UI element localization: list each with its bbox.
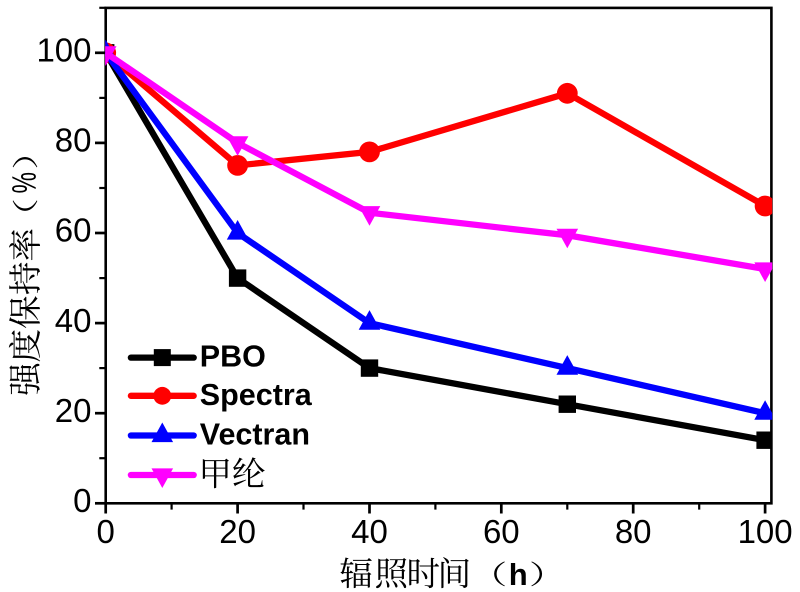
svg-text:PBO: PBO bbox=[200, 340, 266, 374]
svg-text:0: 0 bbox=[97, 513, 115, 550]
svg-text:Vectran: Vectran bbox=[200, 418, 310, 452]
svg-text:0: 0 bbox=[73, 482, 91, 519]
svg-text:40: 40 bbox=[55, 302, 92, 339]
svg-text:20: 20 bbox=[219, 513, 256, 550]
svg-text:80: 80 bbox=[615, 513, 652, 550]
svg-text:80: 80 bbox=[55, 122, 92, 159]
svg-text:h: h bbox=[509, 557, 528, 592]
svg-text:Spectra: Spectra bbox=[200, 378, 313, 412]
svg-text:100: 100 bbox=[738, 513, 793, 550]
svg-text:20: 20 bbox=[55, 392, 92, 429]
svg-text:40: 40 bbox=[351, 513, 388, 550]
svg-text:60: 60 bbox=[55, 212, 92, 249]
svg-text:100: 100 bbox=[36, 32, 91, 69]
svg-text:60: 60 bbox=[483, 513, 520, 550]
